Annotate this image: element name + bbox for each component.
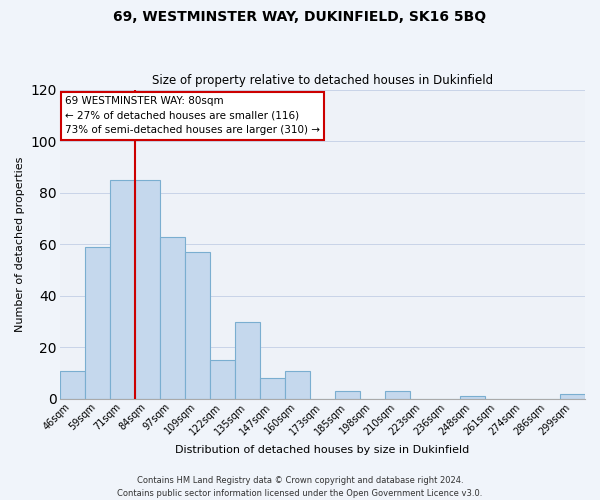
Title: Size of property relative to detached houses in Dukinfield: Size of property relative to detached ho… <box>152 74 493 87</box>
Bar <box>85 247 110 399</box>
Bar <box>260 378 285 399</box>
Bar <box>110 180 135 399</box>
Bar <box>210 360 235 399</box>
Y-axis label: Number of detached properties: Number of detached properties <box>15 156 25 332</box>
Bar <box>460 396 485 399</box>
Bar <box>385 391 410 399</box>
Bar <box>335 391 360 399</box>
Text: 69 WESTMINSTER WAY: 80sqm
← 27% of detached houses are smaller (116)
73% of semi: 69 WESTMINSTER WAY: 80sqm ← 27% of detac… <box>65 96 320 136</box>
Text: Contains HM Land Registry data © Crown copyright and database right 2024.
Contai: Contains HM Land Registry data © Crown c… <box>118 476 482 498</box>
Bar <box>560 394 585 399</box>
Bar <box>235 322 260 399</box>
X-axis label: Distribution of detached houses by size in Dukinfield: Distribution of detached houses by size … <box>175 445 469 455</box>
Bar <box>135 180 160 399</box>
Text: 69, WESTMINSTER WAY, DUKINFIELD, SK16 5BQ: 69, WESTMINSTER WAY, DUKINFIELD, SK16 5B… <box>113 10 487 24</box>
Bar <box>60 370 85 399</box>
Bar <box>285 370 310 399</box>
Bar <box>185 252 210 399</box>
Bar <box>160 236 185 399</box>
